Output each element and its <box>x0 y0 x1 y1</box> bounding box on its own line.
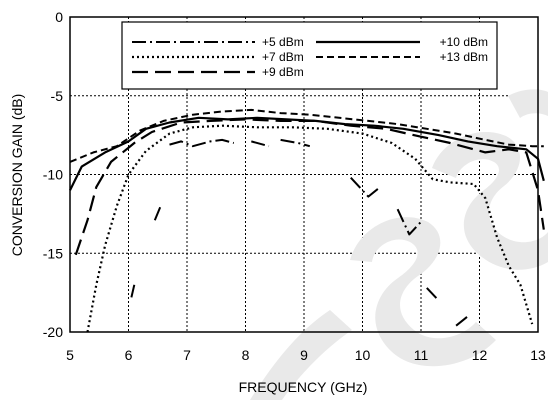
tick-labels: 5 6 7 8 9 10 11 12 13 0 -5 -10 -15 -20 <box>43 9 546 363</box>
series-5 <box>69 108 544 163</box>
series-3 <box>74 118 545 256</box>
y-axis-title: CONVERSION GAIN (dB) <box>9 94 25 257</box>
series-line <box>86 124 534 333</box>
watermark-letter <box>508 89 548 118</box>
y-tick-label: 0 <box>55 9 63 25</box>
plot-frame <box>69 16 539 333</box>
series-2 <box>86 124 534 333</box>
legend-label: +13 dBm <box>440 50 488 64</box>
legend-label: +9 dBm <box>262 65 304 79</box>
series-line <box>153 205 162 221</box>
watermark-letter <box>432 131 548 270</box>
legend-label: +10 dBm <box>440 35 488 49</box>
x-tick-label: 12 <box>472 347 488 363</box>
series-line <box>130 284 136 298</box>
legend-label: +7 dBm <box>262 50 304 64</box>
series-line <box>69 116 545 191</box>
series-line <box>455 315 469 327</box>
series-line <box>350 177 381 198</box>
x-tick-label: 8 <box>242 347 250 363</box>
x-tick-label: 10 <box>355 347 371 363</box>
x-axis-title: FREQUENCY (GHz) <box>239 379 368 395</box>
y-tick-label: -5 <box>51 88 64 104</box>
series-line <box>426 287 440 302</box>
legend-box <box>121 21 498 90</box>
series-line <box>251 140 270 148</box>
x-tick-label: 9 <box>300 347 308 363</box>
series-line <box>396 208 422 236</box>
y-tick-label: -15 <box>43 245 63 261</box>
x-tick-label: 11 <box>414 347 429 363</box>
legend-label: +5 dBm <box>262 35 304 49</box>
y-tick-label: -10 <box>43 167 63 183</box>
watermark-letter <box>350 217 496 367</box>
series-4 <box>69 116 545 191</box>
series-line <box>280 138 311 148</box>
x-tick-label: 6 <box>125 347 133 363</box>
series-line <box>69 108 544 163</box>
series-1 <box>130 138 469 327</box>
series-line <box>169 138 235 148</box>
series-line <box>74 118 545 256</box>
y-tick-label: -20 <box>43 324 63 340</box>
x-tick-label: 13 <box>530 347 546 363</box>
watermark <box>250 89 548 400</box>
x-tick-label: 5 <box>66 347 74 363</box>
legend: +5 dBm+7 dBm+9 dBm +10 dBm+13 dBm <box>121 21 498 90</box>
x-tick-label: 7 <box>183 347 191 363</box>
series-lines <box>69 108 545 333</box>
